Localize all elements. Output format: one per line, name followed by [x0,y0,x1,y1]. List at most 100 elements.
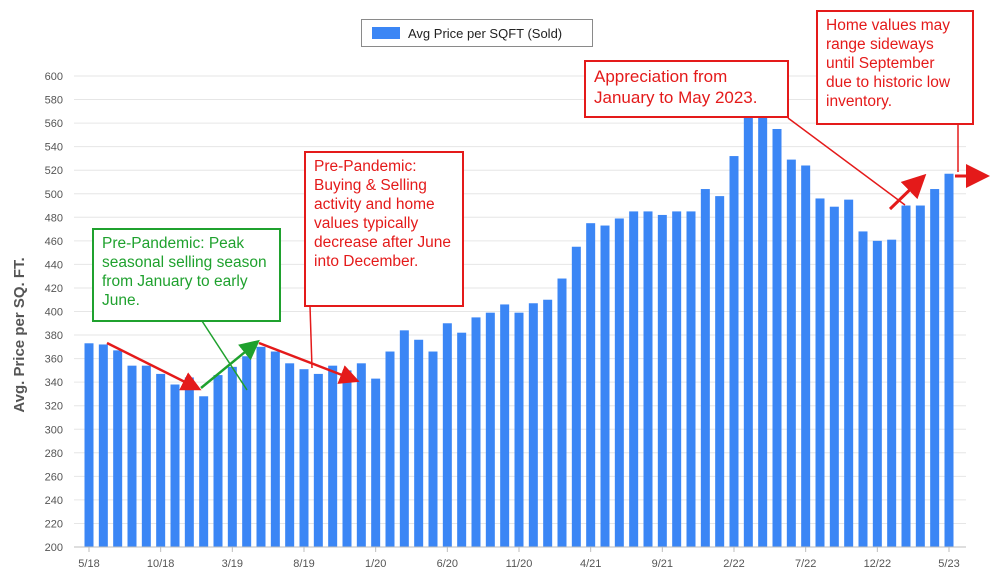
bar[interactable] [887,239,897,548]
bar[interactable] [184,377,194,547]
bar[interactable] [700,189,710,548]
annotation-appreciation: Appreciation from January to May 2023. [584,60,789,118]
bar[interactable] [84,343,94,547]
bar[interactable] [127,365,137,547]
y-tick-label: 260 [45,471,63,483]
y-tick-label: 540 [45,142,63,154]
bar[interactable] [199,396,209,547]
bar[interactable] [457,332,467,547]
bar[interactable] [371,378,381,547]
x-tick-label: 5/18 [78,558,99,570]
bar[interactable] [528,303,538,547]
bar[interactable] [758,114,768,548]
x-tick-label: 11/20 [506,558,533,570]
bar[interactable] [270,351,280,547]
y-tick-label: 340 [45,377,63,389]
bar[interactable] [227,366,237,547]
bar[interactable] [356,363,366,547]
callout-line-appreciation [787,117,906,206]
bar[interactable] [844,199,854,547]
arrow-down-2019 [258,341,360,384]
bar[interactable] [743,108,753,547]
arrow-up-2023 [888,173,927,211]
y-tick-label: 500 [45,189,63,201]
bar[interactable] [500,304,510,547]
legend-label: Avg Price per SQFT (Sold) [408,25,563,41]
y-tick-label: 300 [45,424,63,436]
callout-lines [201,117,959,391]
legend-swatch [372,27,400,39]
bar[interactable] [156,373,166,547]
bar[interactable] [328,365,338,547]
bar[interactable] [801,165,811,548]
bar[interactable] [113,350,123,547]
y-tick-label: 580 [45,95,63,107]
bar[interactable] [442,323,452,547]
y-tick-label: 560 [45,118,63,130]
bar[interactable] [399,330,409,547]
bar[interactable] [586,223,596,547]
bar[interactable] [772,128,782,548]
bar[interactable] [213,375,223,547]
bar[interactable] [342,370,352,548]
y-tick-label: 220 [45,518,63,530]
bar[interactable] [715,196,725,548]
bar[interactable] [557,278,567,547]
x-axis-ticks: 5/18 10/18 3/19 8/19 1/20 6/20 11/20 4/21 9/21 2/… [78,547,960,570]
annotation-peak-season-text: Pre-Pandemic: Peak seasonal selling seas… [102,235,267,309]
bar[interactable] [514,312,524,547]
bar[interactable] [543,299,553,547]
bar[interactable] [98,344,108,547]
bar[interactable] [786,159,796,547]
bar[interactable] [672,211,682,547]
bar[interactable] [829,206,839,547]
bar[interactable] [285,363,295,547]
bar[interactable] [944,173,954,548]
bar[interactable] [915,205,925,547]
bar[interactable] [930,189,940,548]
bar[interactable] [657,214,667,547]
y-tick-label: 380 [45,330,63,342]
bar[interactable] [629,211,639,547]
bar[interactable] [571,246,581,548]
bar[interactable] [729,156,739,547]
bar[interactable] [414,339,424,547]
trend-arrows [106,164,990,391]
y-axis-title: Avg. Price per SQ. FT. [11,257,28,412]
y-tick-label: 480 [45,212,63,224]
bar[interactable] [256,346,266,547]
x-tick-label: 1/20 [365,558,386,570]
annotation-appreciation-text: Appreciation from January to May 2023. [594,67,758,107]
y-tick-label: 280 [45,448,63,460]
legend[interactable]: Avg Price per SQFT (Sold) [361,19,593,47]
x-tick-label: 3/19 [222,558,243,570]
bar[interactable] [600,225,610,548]
bar[interactable] [901,205,911,547]
y-tick-label: 520 [45,165,63,177]
annotation-peak-season: Pre-Pandemic: Peak seasonal selling seas… [92,228,281,322]
annotation-decrease: Pre-Pandemic: Buying & Selling activity … [304,151,464,307]
y-axis-ticks: 200 220 240 260 280 300 320 340 360 380 400 420 440 4… [45,71,63,554]
arrow-up-2019 [200,339,260,389]
bar[interactable] [242,356,252,547]
bar[interactable] [313,373,323,547]
y-tick-label: 200 [45,542,63,554]
bar[interactable] [872,240,882,547]
bar[interactable] [858,231,868,547]
bar[interactable] [815,198,825,547]
bar[interactable] [385,351,395,547]
bar[interactable] [428,351,438,547]
bar[interactable] [614,218,624,548]
y-tick-label: 420 [45,283,63,295]
bar[interactable] [471,317,481,547]
bar[interactable] [141,365,151,547]
bar[interactable] [299,369,309,547]
x-tick-label: 8/19 [293,558,314,570]
bar[interactable] [170,384,180,548]
bar[interactable] [485,312,495,547]
bar[interactable] [686,211,696,547]
y-tick-label: 460 [45,236,63,248]
bar[interactable] [643,211,653,547]
bars [84,108,954,548]
annotation-sideways-text: Home values may range sideways until Sep… [826,17,951,110]
